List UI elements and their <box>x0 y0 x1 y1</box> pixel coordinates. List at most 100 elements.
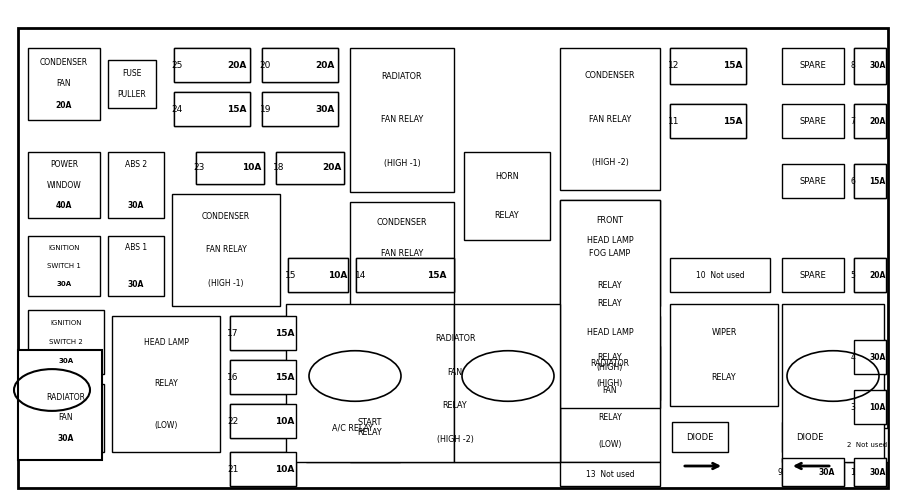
FancyBboxPatch shape <box>854 258 886 292</box>
Text: RELAY: RELAY <box>598 299 622 308</box>
FancyBboxPatch shape <box>672 422 728 452</box>
Text: 22: 22 <box>227 416 238 425</box>
FancyBboxPatch shape <box>782 164 844 198</box>
Text: 18  20A: 18 20A <box>293 163 327 172</box>
Text: 23  10A: 23 10A <box>213 163 247 172</box>
FancyBboxPatch shape <box>670 104 746 138</box>
Text: HEAD LAMP: HEAD LAMP <box>587 328 633 337</box>
Text: (HIGH): (HIGH) <box>597 363 623 372</box>
Text: CONDENSER: CONDENSER <box>584 72 635 81</box>
FancyBboxPatch shape <box>854 48 886 84</box>
Text: FAN: FAN <box>57 80 72 89</box>
Text: 30A: 30A <box>56 281 72 287</box>
Text: HORN: HORN <box>496 172 519 181</box>
FancyBboxPatch shape <box>670 48 746 84</box>
FancyBboxPatch shape <box>854 390 886 424</box>
Text: 8: 8 <box>851 61 855 71</box>
FancyBboxPatch shape <box>350 202 454 306</box>
FancyBboxPatch shape <box>854 164 886 198</box>
FancyBboxPatch shape <box>350 48 454 192</box>
Text: FAN: FAN <box>602 386 617 395</box>
Text: FAN: FAN <box>448 368 463 376</box>
Text: 9: 9 <box>777 468 783 477</box>
Text: 5  20A: 5 20A <box>858 270 882 279</box>
Text: (LOW): (LOW) <box>390 281 414 290</box>
Text: RELAY: RELAY <box>598 354 622 363</box>
Text: 18: 18 <box>274 163 284 172</box>
Text: 30A: 30A <box>869 61 885 71</box>
FancyBboxPatch shape <box>854 390 886 424</box>
Text: 14: 14 <box>355 270 366 279</box>
Text: 25  20A: 25 20A <box>195 60 229 70</box>
Text: 9  30A: 9 30A <box>801 468 825 477</box>
Text: 7  20A: 7 20A <box>858 117 882 125</box>
FancyBboxPatch shape <box>854 164 886 198</box>
Text: 20: 20 <box>260 60 271 70</box>
Text: 3: 3 <box>851 402 855 411</box>
FancyBboxPatch shape <box>108 60 156 108</box>
Text: 13  Not used: 13 Not used <box>585 470 634 479</box>
FancyBboxPatch shape <box>356 258 454 292</box>
Text: ABS 1: ABS 1 <box>125 244 147 252</box>
Text: 30A: 30A <box>869 353 885 362</box>
FancyBboxPatch shape <box>262 48 338 82</box>
FancyBboxPatch shape <box>846 428 888 462</box>
FancyBboxPatch shape <box>172 194 280 306</box>
Text: 20A: 20A <box>56 101 72 111</box>
FancyBboxPatch shape <box>854 258 886 292</box>
FancyBboxPatch shape <box>18 28 888 488</box>
Text: SPARE: SPARE <box>800 61 826 71</box>
FancyBboxPatch shape <box>356 258 454 292</box>
Text: 20A: 20A <box>227 60 246 70</box>
FancyBboxPatch shape <box>174 92 250 126</box>
Text: 20  20A: 20 20A <box>283 60 317 70</box>
Text: FAN RELAY: FAN RELAY <box>381 249 423 258</box>
Text: 14  15A: 14 15A <box>388 270 422 279</box>
Text: PULLER: PULLER <box>118 90 147 99</box>
Text: 15A: 15A <box>427 270 447 279</box>
FancyBboxPatch shape <box>560 462 660 486</box>
Text: (HIGH -1): (HIGH -1) <box>208 279 244 288</box>
FancyBboxPatch shape <box>854 104 886 138</box>
Text: 15A: 15A <box>723 117 742 125</box>
Text: ABS 2: ABS 2 <box>125 160 147 169</box>
FancyBboxPatch shape <box>174 92 250 126</box>
Text: HEAD LAMP: HEAD LAMP <box>587 237 633 246</box>
Text: 8  30A: 8 30A <box>858 61 882 71</box>
FancyBboxPatch shape <box>782 422 838 452</box>
Text: FAN: FAN <box>59 413 73 422</box>
Text: IGNITION: IGNITION <box>48 245 80 251</box>
Text: 16: 16 <box>227 373 239 381</box>
Text: 7: 7 <box>851 117 855 125</box>
Text: 5: 5 <box>851 270 855 279</box>
Text: 30A: 30A <box>869 468 885 477</box>
Text: 20A: 20A <box>315 60 334 70</box>
Text: 15  10A: 15 10A <box>301 270 335 279</box>
Text: 19  30A: 19 30A <box>283 105 317 114</box>
Text: 6: 6 <box>851 176 855 185</box>
Text: RELAY: RELAY <box>712 373 737 381</box>
Text: RADIATOR: RADIATOR <box>381 72 422 81</box>
Text: (HIGH -2): (HIGH -2) <box>437 435 474 444</box>
Text: 10A: 10A <box>275 416 294 425</box>
Text: SWITCH 1: SWITCH 1 <box>47 263 81 269</box>
FancyBboxPatch shape <box>670 104 746 138</box>
Text: 21  10A: 21 10A <box>246 465 280 474</box>
Text: RELAY: RELAY <box>443 401 467 410</box>
Text: 22  10A: 22 10A <box>246 416 280 425</box>
Text: 3  10A: 3 10A <box>858 402 882 411</box>
Text: RADIATOR: RADIATOR <box>46 393 85 402</box>
Text: 15: 15 <box>285 270 296 279</box>
Text: FRONT: FRONT <box>596 216 623 226</box>
FancyBboxPatch shape <box>286 304 454 462</box>
FancyBboxPatch shape <box>18 350 102 460</box>
Text: SPARE: SPARE <box>800 270 826 279</box>
Text: HEAD LAMP: HEAD LAMP <box>143 338 188 347</box>
FancyBboxPatch shape <box>108 236 164 296</box>
Text: 20A: 20A <box>869 270 885 279</box>
FancyBboxPatch shape <box>262 48 338 82</box>
Text: RADIATOR: RADIATOR <box>591 359 630 368</box>
Text: 11  15A: 11 15A <box>690 117 726 125</box>
Text: FOG LAMP: FOG LAMP <box>590 249 631 257</box>
Text: FAN RELAY: FAN RELAY <box>589 115 631 124</box>
